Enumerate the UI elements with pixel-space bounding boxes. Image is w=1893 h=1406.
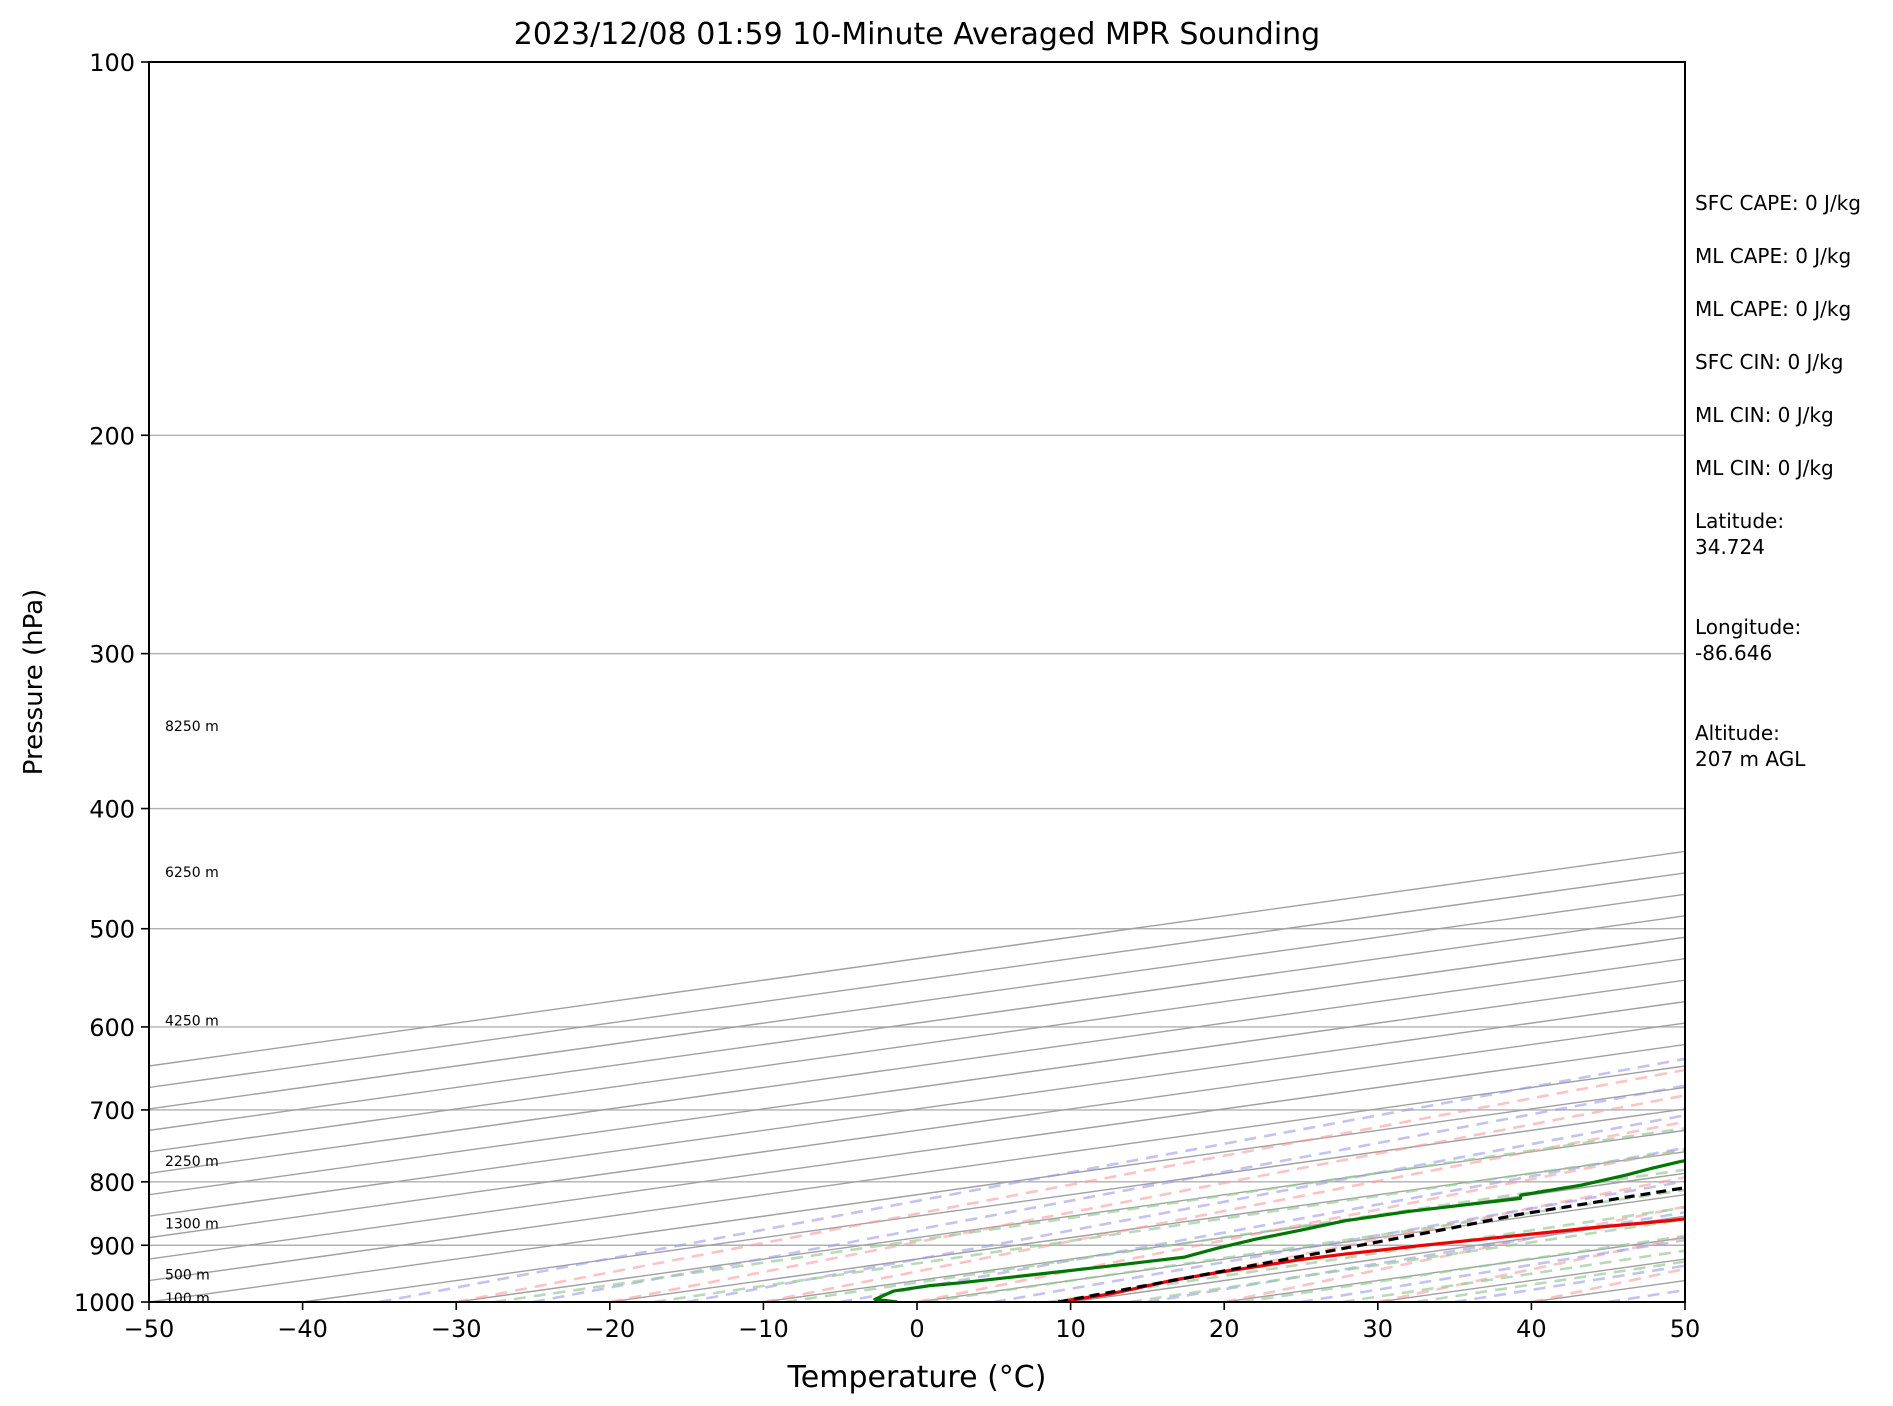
chart-title: 2023/12/08 01:59 10-Minute Averaged MPR … [514,17,1320,52]
y-tick-label: 1000 [74,1289,135,1317]
dry-adiabats [455,1068,1685,1302]
x-tick-label: −10 [738,1315,789,1343]
y-tick-label: 300 [89,641,135,669]
isotherm [149,893,1685,1110]
height-labels: 100 m 500 m 1300 m 2250 m 4250 m 6250 m 8250 m [165,719,219,1307]
moist-adiabat [993,1179,1685,1302]
y-axis-label: Pressure (hPa) [19,589,49,776]
x-tick-label: 10 [1055,1315,1086,1343]
isotherm [149,979,1685,1196]
x-tick-label: −20 [584,1315,635,1343]
moist-adiabats [379,1057,1685,1302]
x-axis-label: Temperature (°C) [787,1360,1047,1395]
x-tick-label: 40 [1516,1315,1547,1343]
stats-annotation: -86.646 [1695,641,1772,665]
dry-adiabat [455,1068,1685,1302]
isotherm [149,1086,1685,1302]
height-label: 1300 m [165,1216,219,1232]
stats-annotation: 207 m AGL [1695,747,1806,771]
x-tick-label: −50 [124,1315,175,1343]
y-tick-label: 100 [89,49,135,77]
isotherm [149,872,1685,1089]
y-tick-label: 400 [89,796,135,824]
isotherm [149,1065,1685,1282]
isotherm [149,1000,1685,1217]
height-label: 8250 m [165,719,219,735]
x-tick-label: 30 [1363,1315,1394,1343]
x-tick-label: 20 [1209,1315,1240,1343]
stats-annotation: ML CAPE: 0 J/kg [1695,244,1851,268]
stats-annotation: SFC CAPE: 0 J/kg [1695,191,1861,215]
isotherm [149,958,1685,1174]
pressure-gridlines [149,62,1685,1302]
x-tick-label: −40 [277,1315,328,1343]
isotherm [149,1043,1685,1260]
stats-annotation: ML CIN: 0 J/kg [1695,403,1834,427]
isotherm [149,915,1685,1132]
parcel-line [1058,1186,1685,1302]
temperature-line [1058,1217,1685,1302]
mixing-ratio-line [1241,1234,1685,1302]
y-tick-label: 800 [89,1169,135,1197]
mixing-ratio-line [1129,1218,1685,1302]
moist-adiabat [839,1146,1685,1302]
x-tick-label: 50 [1670,1315,1701,1343]
stats-annotations: SFC CAPE: 0 J/kg ML CAPE: 0 J/kg ML CAPE: … [1695,191,1861,771]
profile-lines [873,1159,1685,1302]
stats-annotation: Longitude: [1695,615,1801,639]
x-tick-label: −30 [431,1315,482,1343]
mixing-ratio-line [653,1149,1685,1302]
y-tick-label: 500 [89,916,135,944]
y-tick-label: 700 [89,1097,135,1125]
mixing-ratio-line [785,1168,1685,1302]
dewpoint-line [873,1159,1685,1302]
y-axis-ticks: 100 200 300 400 500 600 700 800 900 1000 [74,49,149,1317]
isotherm [302,1108,1685,1302]
isotherm [149,1022,1685,1239]
height-label: 6250 m [165,865,219,881]
mixing-ratio-line [1342,1249,1685,1302]
stats-annotation: Latitude: [1695,509,1784,533]
stats-annotation: Altitude: [1695,721,1780,745]
isotherm [149,936,1685,1153]
mixing-ratio-line [1415,1260,1685,1302]
x-axis-ticks: −50 −40 −30 −20 −10 0 10 20 30 40 50 [124,1302,1701,1343]
height-label: 4250 m [165,1014,219,1030]
isotherm [149,850,1685,1067]
stats-annotation: 34.724 [1695,535,1765,559]
y-tick-label: 200 [89,422,135,450]
y-tick-label: 600 [89,1014,135,1042]
moist-adiabat [532,1084,1685,1302]
stats-annotation: ML CIN: 0 J/kg [1695,456,1834,480]
height-label: 100 m [165,1291,210,1307]
y-tick-label: 900 [89,1232,135,1260]
stats-annotation: SFC CIN: 0 J/kg [1695,350,1843,374]
plot-frame [148,61,1686,1303]
isotherms [149,850,1685,1302]
height-label: 2250 m [165,1154,219,1170]
stats-annotation: ML CAPE: 0 J/kg [1695,297,1851,321]
mixing-ratio-lines [493,1126,1685,1302]
height-label: 500 m [165,1267,210,1283]
x-tick-label: 0 [909,1315,924,1343]
moist-adiabat [379,1057,1685,1302]
